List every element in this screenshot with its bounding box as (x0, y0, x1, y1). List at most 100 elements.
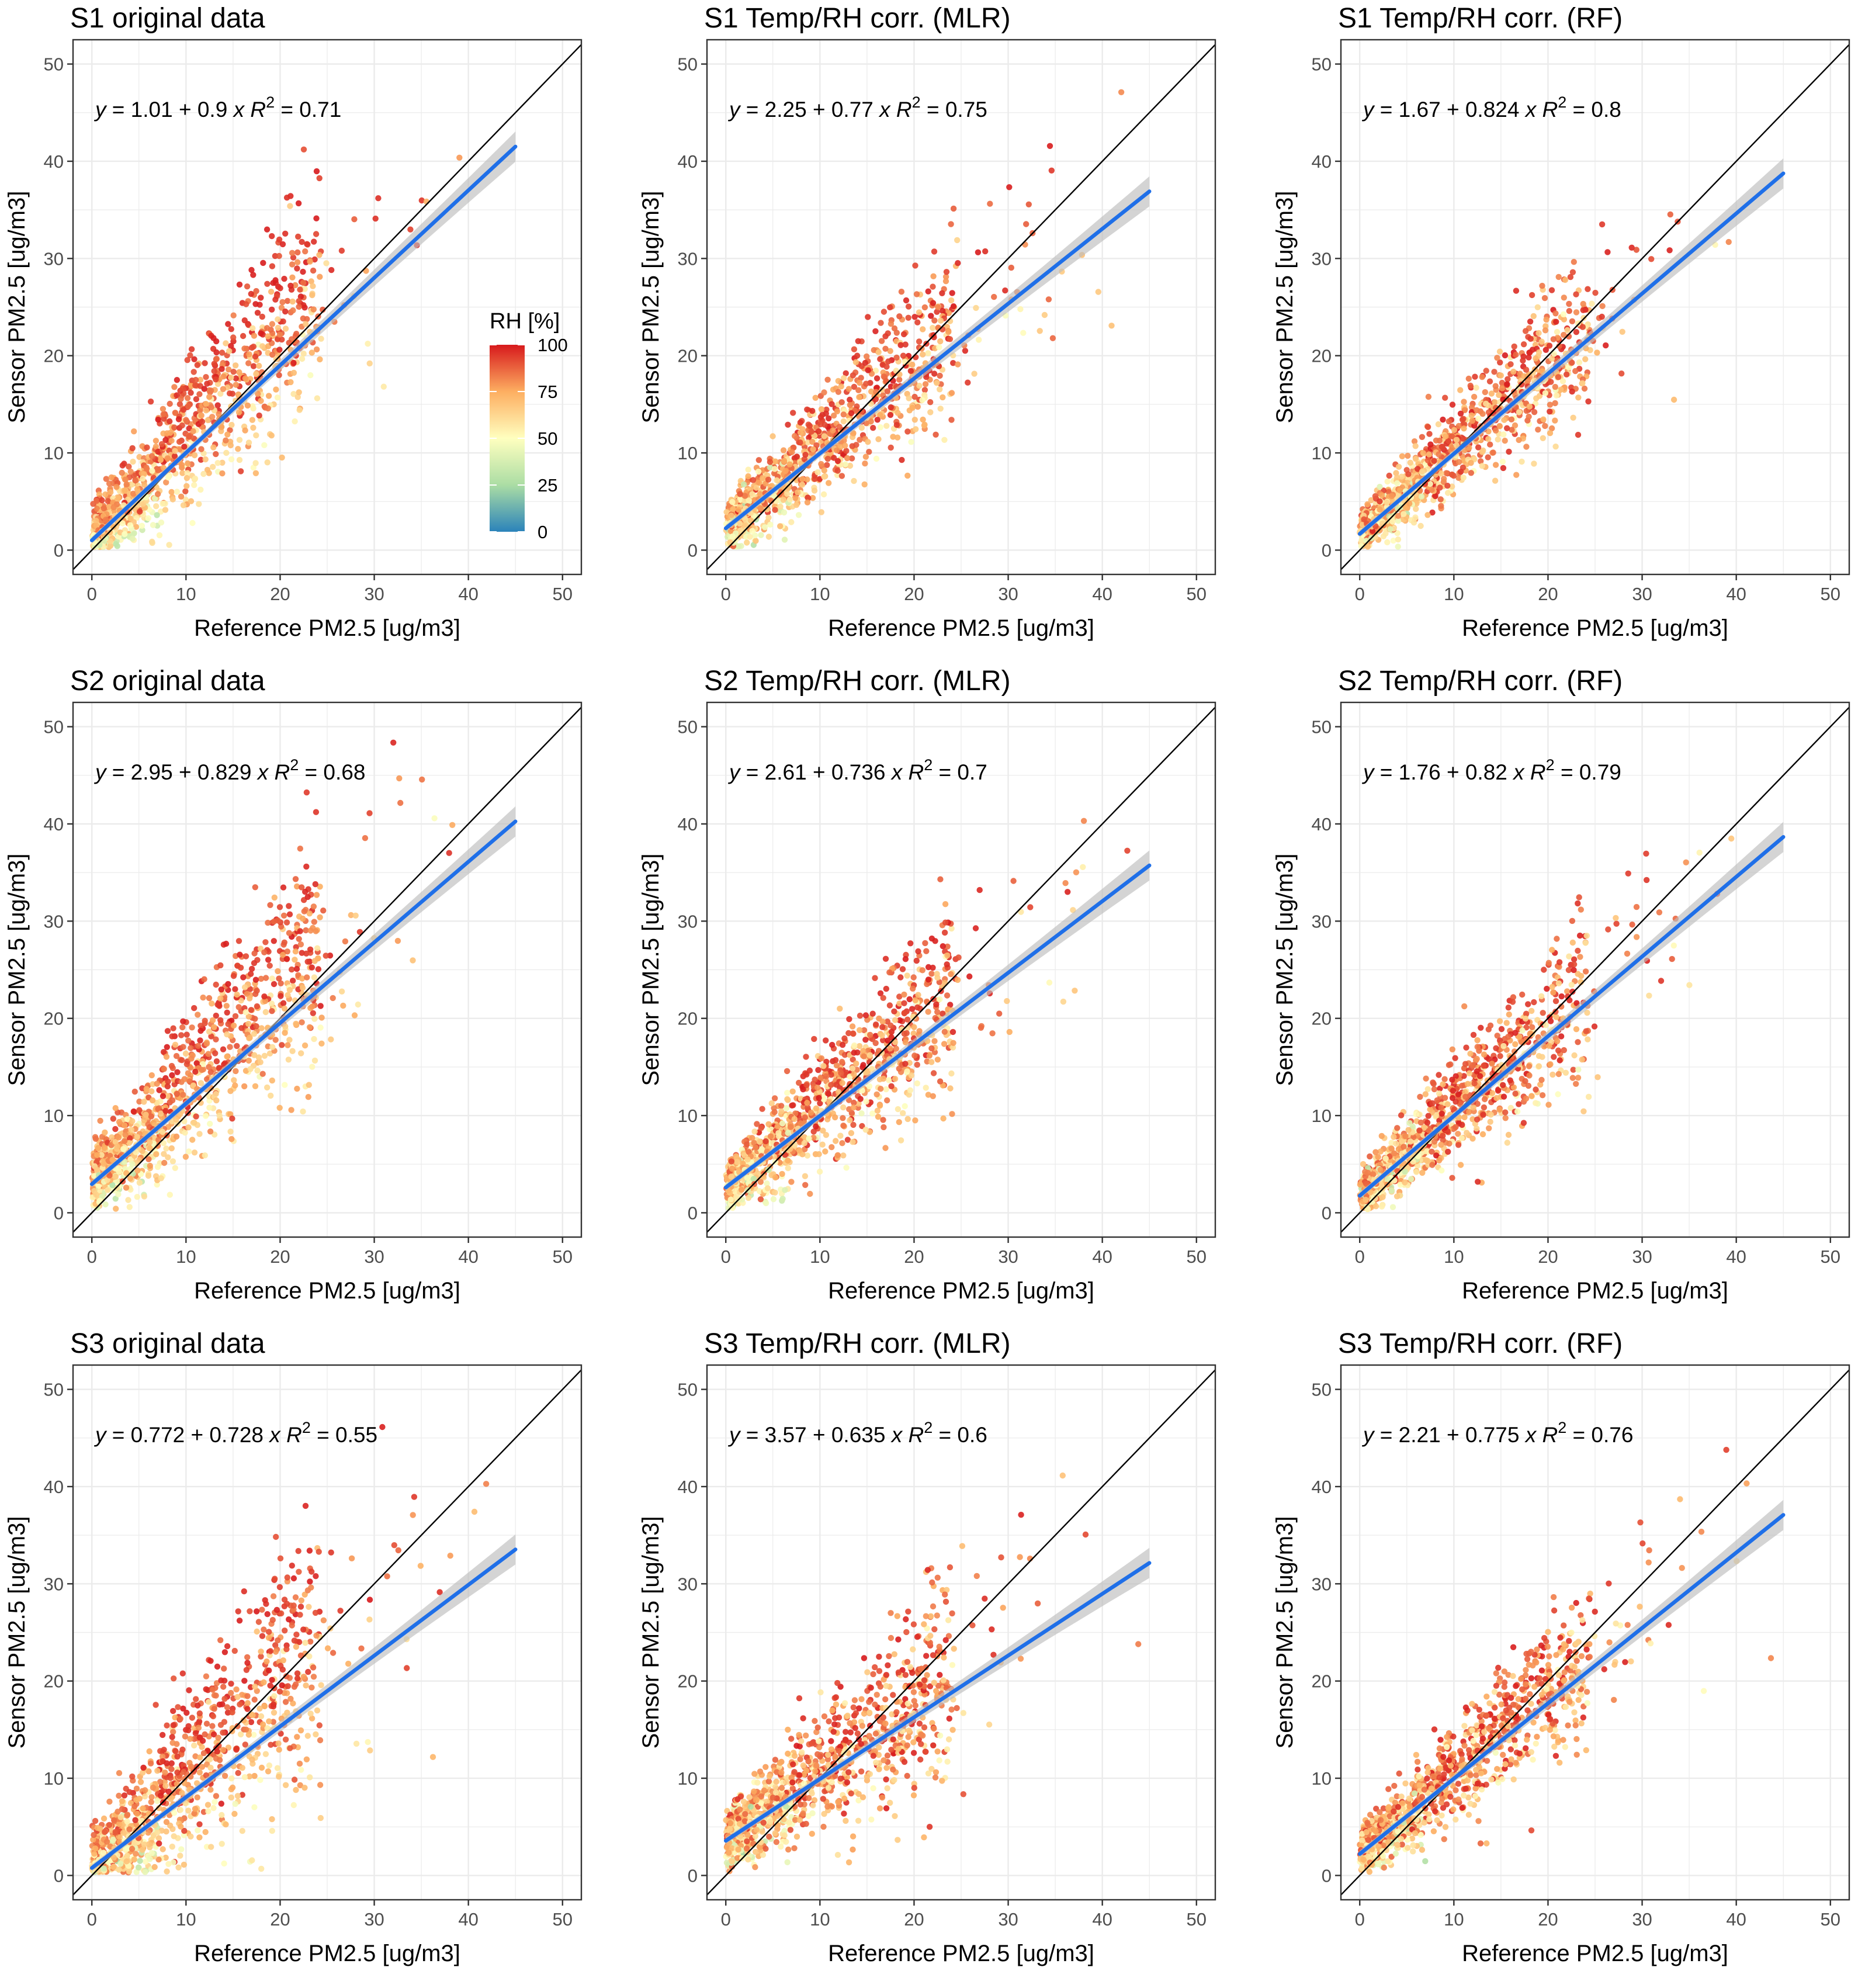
data-point (272, 277, 279, 283)
data-point (182, 497, 189, 503)
data-point (1446, 418, 1453, 425)
data-point (204, 466, 211, 473)
data-point (1548, 379, 1554, 385)
data-point (1552, 310, 1559, 317)
data-point (751, 532, 758, 539)
data-point (1437, 496, 1444, 503)
data-point (1603, 342, 1609, 349)
data-point (777, 523, 784, 529)
data-point (310, 903, 317, 910)
data-point (264, 226, 271, 233)
data-point (865, 314, 871, 320)
data-point (233, 1068, 239, 1075)
data-point (276, 372, 282, 379)
data-point (317, 914, 323, 920)
data-point (925, 288, 931, 295)
data-point (934, 380, 940, 386)
data-point (1377, 483, 1383, 490)
data-point (173, 1133, 180, 1140)
data-point (259, 343, 266, 349)
data-point (250, 344, 257, 350)
data-point (1506, 448, 1512, 455)
data-point (893, 422, 900, 428)
data-point (1497, 359, 1503, 366)
data-point (1540, 435, 1546, 441)
data-point (103, 476, 109, 482)
data-point (771, 470, 778, 477)
panel-title: S2 original data (70, 666, 265, 697)
x-tick-label: 20 (270, 1246, 290, 1267)
data-point (793, 501, 800, 508)
data-point (191, 1005, 197, 1012)
data-point (1594, 349, 1600, 356)
data-point (1531, 460, 1537, 467)
data-point (209, 1000, 215, 1007)
data-point (162, 500, 168, 507)
data-point (1502, 352, 1509, 359)
data-point (252, 1083, 259, 1089)
data-point (261, 949, 268, 955)
data-point (200, 1061, 206, 1068)
data-point (183, 483, 190, 489)
data-point (226, 366, 232, 373)
data-point (206, 1064, 212, 1071)
data-point (868, 388, 875, 395)
legend-tick-label: 0 (538, 522, 547, 542)
data-point (316, 175, 323, 182)
data-point (106, 480, 113, 487)
data-point (1427, 441, 1434, 448)
data-point (304, 241, 310, 247)
data-point (213, 376, 219, 383)
data-point (1424, 424, 1431, 430)
data-point (188, 498, 195, 504)
data-point (185, 460, 191, 467)
data-point (782, 467, 789, 474)
data-point (293, 1020, 299, 1027)
data-point (1572, 368, 1579, 375)
data-point (252, 470, 259, 476)
data-point (851, 477, 857, 484)
data-point (289, 250, 296, 256)
data-point (306, 910, 313, 917)
data-point (864, 353, 870, 360)
data-point (148, 1088, 155, 1095)
data-point (764, 506, 770, 512)
data-point (916, 382, 923, 389)
data-point (168, 438, 175, 444)
data-point (767, 464, 774, 471)
data-point (1457, 387, 1464, 393)
data-point (212, 1050, 219, 1057)
data-point (900, 331, 907, 338)
data-point (767, 521, 774, 528)
data-point (294, 249, 301, 256)
data-point (206, 1104, 213, 1111)
data-point (781, 536, 788, 543)
data-point (140, 475, 146, 482)
data-point (799, 482, 806, 488)
y-tick-label: 50 (678, 54, 698, 75)
data-point (200, 470, 207, 477)
data-point (1543, 316, 1550, 323)
data-point (189, 1024, 195, 1031)
data-point (214, 460, 221, 466)
x-tick-label: 0 (721, 584, 731, 604)
data-point (328, 266, 335, 273)
data-point (837, 1132, 844, 1139)
y-tick-label: 50 (44, 54, 64, 75)
data-point (847, 401, 854, 408)
y-tick-label: 30 (44, 248, 64, 269)
data-point (247, 1066, 254, 1072)
data-point (175, 416, 182, 422)
data-point (192, 475, 199, 482)
panel-s1-mlr: S1 Temp/RH corr. (MLR) 0 10 20 30 40 50 0 10 20 3… (634, 0, 1253, 663)
panel-title: S1 Temp/RH corr. (RF) (1338, 3, 1623, 34)
data-point (292, 948, 299, 955)
data-point (1388, 515, 1395, 522)
data-point (1485, 454, 1491, 460)
data-point (834, 458, 841, 465)
data-point (922, 940, 928, 947)
data-point (224, 1053, 230, 1060)
data-point (120, 1146, 127, 1152)
